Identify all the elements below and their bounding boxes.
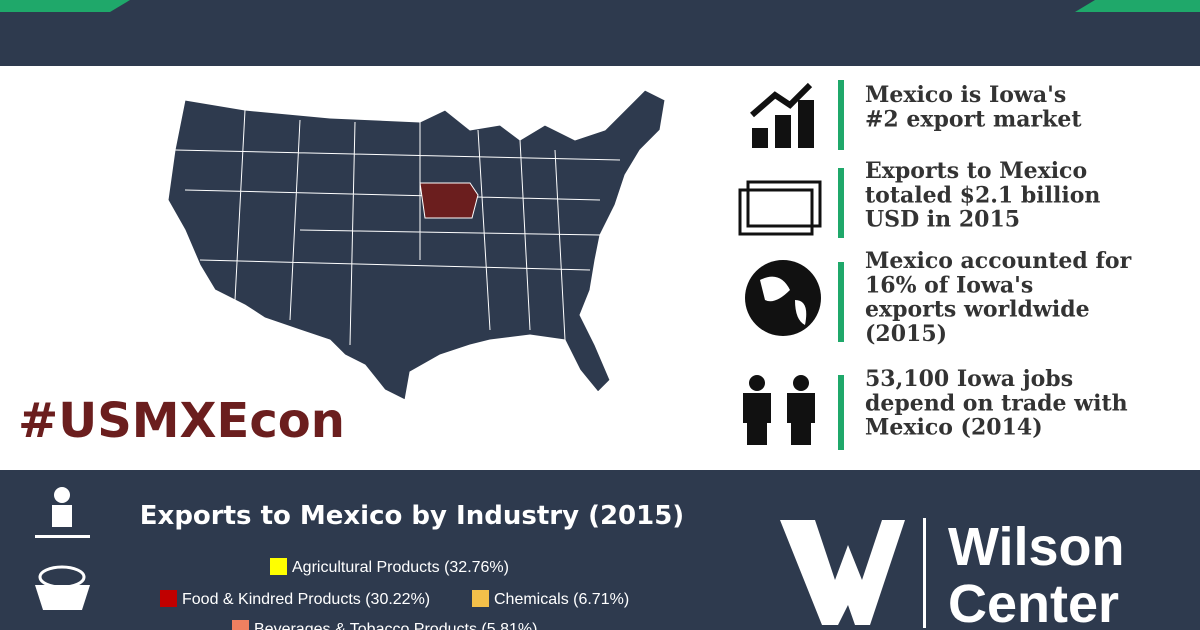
legend-swatch — [270, 558, 287, 575]
legend-label: Food & Kindred Products (30.22%) — [182, 591, 430, 608]
logo-text: Center — [948, 574, 1119, 630]
icon-chart — [798, 100, 814, 148]
fact-text: depend on trade with — [865, 390, 1128, 416]
fact-bar — [838, 262, 844, 342]
fact-text: totaled $2.1 billion — [865, 182, 1100, 208]
fact-text: 16% of Iowa's — [865, 272, 1033, 298]
logo-text: Wilson — [948, 517, 1125, 577]
fact-bar — [838, 375, 844, 450]
icon-bowl — [38, 565, 86, 589]
legend-label: Beverages & Tobacco Products (5.81%) — [254, 621, 537, 630]
fact-text: Exports to Mexico — [865, 158, 1087, 184]
logo-mark — [780, 520, 905, 625]
icon-bowl — [35, 585, 90, 610]
industry-title: Exports to Mexico by Industry (2015) — [140, 501, 684, 531]
fact-text: #2 export market — [865, 106, 1082, 132]
corner-accent — [1075, 0, 1200, 12]
icon-farmer — [35, 535, 90, 538]
icon-people — [749, 375, 765, 391]
bottom-band — [0, 470, 1200, 630]
icon-globe — [745, 260, 821, 336]
corner-accent — [0, 0, 130, 12]
fact-bar — [838, 80, 844, 150]
iowa — [419, 182, 479, 219]
icon-people — [743, 393, 771, 423]
icon-chart — [750, 82, 813, 118]
us-map — [167, 89, 666, 401]
bottom-icons — [35, 487, 90, 610]
fact-text: exports worldwide — [865, 297, 1090, 323]
icon-globe — [760, 276, 807, 325]
fact-bar — [838, 168, 844, 238]
icon-farmer — [52, 505, 72, 527]
icon-people — [793, 375, 809, 391]
icon-farmer — [54, 487, 70, 503]
icon-chart — [752, 128, 768, 148]
legend-swatch — [160, 590, 177, 607]
fact-text: Mexico accounted for — [865, 248, 1132, 274]
fact-text: (2015) — [865, 321, 947, 347]
legend-label: Agricultural Products (32.76%) — [292, 559, 509, 576]
fact-text: 53,100 Iowa jobs — [865, 366, 1073, 392]
icon-people — [747, 423, 767, 445]
fact-text: Mexico is Iowa's — [865, 82, 1066, 108]
legend-label: Chemicals (6.71%) — [494, 591, 629, 608]
fact-bars — [838, 80, 844, 450]
icons — [738, 82, 822, 445]
legend-swatch — [232, 620, 249, 630]
icon-chart — [775, 115, 791, 148]
logo-divider — [923, 518, 926, 628]
fact-text: USD in 2015 — [865, 207, 1020, 233]
icon-money — [746, 180, 822, 228]
fact-text: Mexico (2014) — [865, 415, 1043, 441]
state-borders — [174, 109, 621, 346]
icon-people — [791, 423, 811, 445]
icon-people — [787, 393, 815, 423]
hashtag: #USMXEcon — [18, 393, 345, 449]
legend: Agricultural Products (32.76%) Food & Kin… — [160, 558, 629, 630]
top-band — [0, 0, 1200, 66]
legend-swatch — [472, 590, 489, 607]
